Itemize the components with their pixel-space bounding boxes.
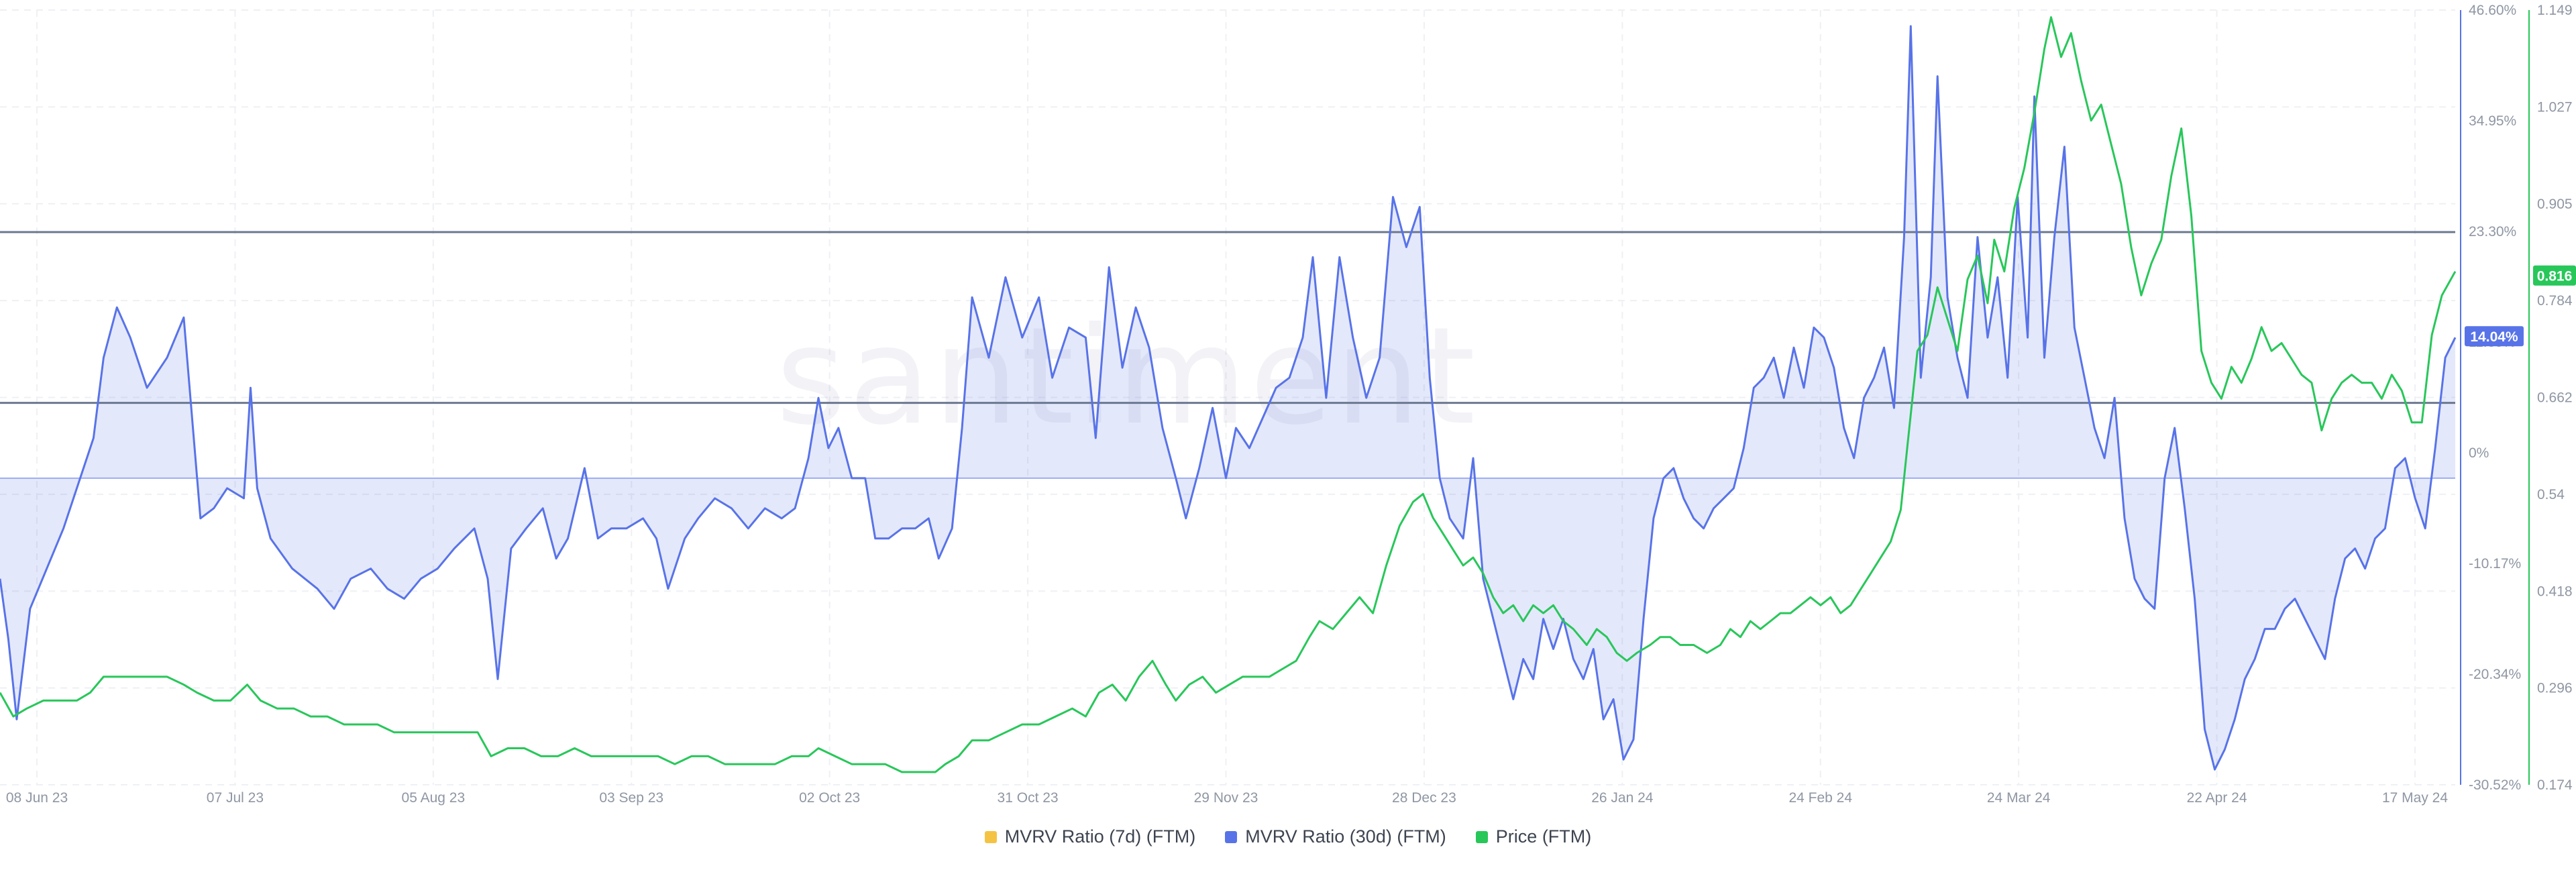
x-tick-label: 05 Aug 23: [402, 790, 466, 806]
series-layer: [0, 16, 2457, 773]
right-tick-label: 0.418: [2537, 584, 2573, 599]
right-tick-label: 1.149: [2537, 3, 2573, 18]
left-tick-label: -10.17%: [2469, 556, 2521, 571]
x-tick-label: 22 Apr 24: [2187, 790, 2247, 806]
watermark: santiment: [776, 298, 1479, 455]
left-tick-label: 34.95%: [2469, 113, 2516, 129]
axes: [2460, 10, 2530, 785]
right-tick-label: 1.027: [2537, 99, 2573, 115]
right-tick-label: 0.662: [2537, 390, 2573, 406]
x-tick-label: 03 Sep 23: [599, 790, 663, 806]
right-tick-label: 0.54: [2537, 487, 2565, 502]
series-line-1: [0, 25, 2457, 771]
legend-swatch: [1225, 830, 1238, 843]
right-tick-label: 0.296: [2537, 681, 2573, 696]
value-badges: 14.04% 0.816: [2465, 265, 2576, 347]
series-line-2: [0, 16, 2457, 773]
left-tick-label: -30.52%: [2469, 777, 2521, 793]
left-tick-label: 46.60%: [2469, 3, 2516, 18]
x-tick-label: 08 Jun 23: [6, 790, 68, 806]
legend-swatch: [984, 830, 997, 843]
price-badge: [2533, 265, 2576, 286]
x-axis-ticks: 08 Jun 23 07 Jul 23 05 Aug 23 03 Sep 23 02 O…: [6, 790, 2448, 806]
right-tick-label: 0.784: [2537, 293, 2573, 309]
legend-label: MVRV Ratio (30d) (FTM): [1245, 826, 1446, 847]
legend-item-2[interactable]: Price (FTM): [1475, 826, 1592, 847]
x-tick-label: 02 Oct 23: [799, 790, 860, 806]
left-axis-ticks: 46.60%34.95%23.30%11.65%0%-10.17%-20.34%…: [2469, 3, 2521, 793]
legend-item-0[interactable]: MVRV Ratio (7d) (FTM): [984, 826, 1196, 847]
left-tick-label: 0%: [2469, 445, 2489, 461]
legend-item-1[interactable]: MVRV Ratio (30d) (FTM): [1225, 826, 1446, 847]
x-tick-label: 24 Feb 24: [1788, 790, 1852, 806]
mvrv-30d-area: [0, 26, 2455, 770]
legend-swatch: [1475, 830, 1488, 843]
right-axis-ticks: 1.149 1.027 0.905 0.784 0.662 0.54 0.418 0.296 0…: [2537, 3, 2573, 793]
left-tick-label: -20.34%: [2469, 667, 2521, 682]
legend: MVRV Ratio (7d) (FTM) MVRV Ratio (30d) (F…: [0, 826, 2576, 848]
x-tick-label: 28 Dec 23: [1392, 790, 1456, 806]
x-tick-label: 07 Jul 23: [207, 790, 264, 806]
mvrv-30d-badge: [2465, 326, 2524, 347]
left-tick-label: 23.30%: [2469, 224, 2516, 239]
price-badge-label: 0.816: [2537, 269, 2573, 284]
legend-label: Price (FTM): [1495, 826, 1592, 847]
right-tick-label: 0.905: [2537, 197, 2573, 212]
grid: [0, 9, 2455, 785]
x-tick-label: 29 Nov 23: [1194, 790, 1258, 806]
x-tick-label: 17 May 24: [2382, 790, 2448, 806]
reference-lines: [0, 231, 2455, 479]
x-tick-label: 24 Mar 24: [1987, 790, 2051, 806]
legend-label: MVRV Ratio (7d) (FTM): [1004, 826, 1196, 847]
right-tick-label: 0.174: [2537, 777, 2573, 793]
mvrv-30d-area-fill: [0, 26, 2455, 770]
mvrv-30d-badge-label: 14.04%: [2470, 329, 2518, 345]
x-tick-label: 31 Oct 23: [998, 790, 1059, 806]
x-tick-label: 26 Jan 24: [1591, 790, 1654, 806]
